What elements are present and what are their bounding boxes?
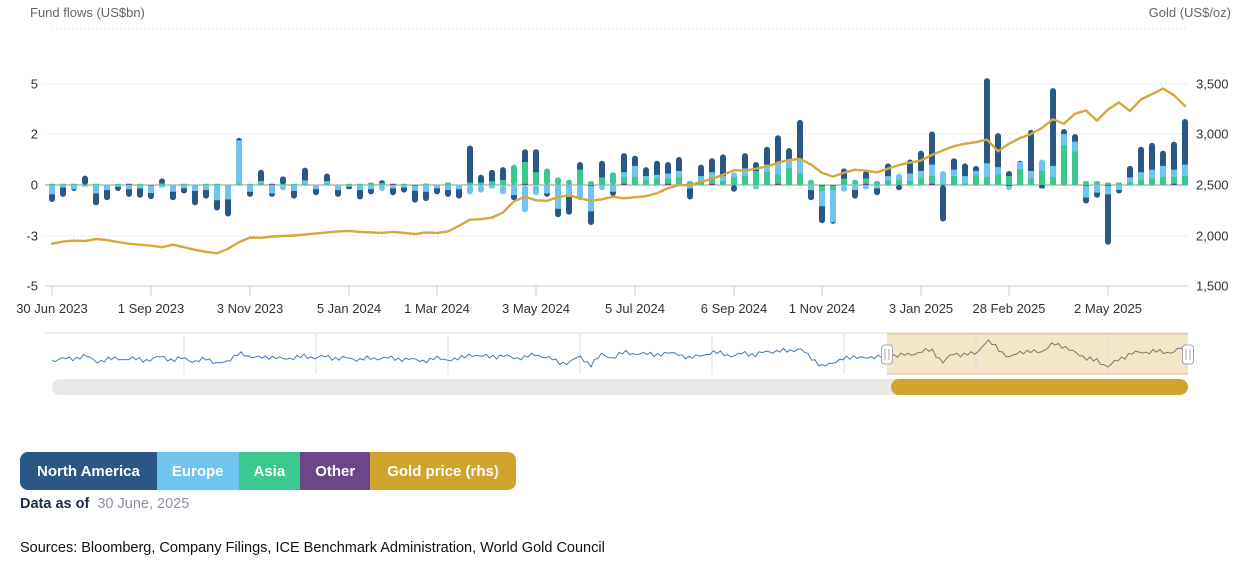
scrollbar-thumb[interactable] (891, 379, 1188, 395)
data-as-of-label: Data as of (20, 496, 89, 512)
svg-text:5 Jul 2024: 5 Jul 2024 (605, 301, 665, 316)
legend-button-europe[interactable]: Europe (157, 452, 239, 490)
left-axis-labels: 5 2 0 -3 -5 (26, 77, 38, 294)
navigator-handle-left[interactable] (881, 345, 892, 364)
data-as-of: Data as of 30 June, 2025 (20, 496, 189, 512)
navigator-sparkline (52, 348, 885, 367)
navigator[interactable] (45, 333, 1194, 374)
legend-button-asia[interactable]: Asia (239, 452, 301, 490)
svg-text:3 Nov 2023: 3 Nov 2023 (217, 301, 284, 316)
navigator-selection[interactable] (887, 334, 1188, 374)
fund-flows-gold-chart: Fund flows (US$bn) Gold (US$/oz) 520-3-5… (0, 0, 1253, 569)
legend-button-gold-price-rhs[interactable]: Gold price (rhs) (370, 452, 516, 490)
svg-text:-3: -3 (26, 229, 38, 244)
x-axis-labels: 30 Jun 2023 1 Sep 2023 3 Nov 2023 5 Jan 202… (16, 286, 1142, 316)
svg-text:2 May 2025: 2 May 2025 (1074, 301, 1142, 316)
data-as-of-date: 30 June, 2025 (97, 496, 189, 512)
navigator-handle-right[interactable] (1183, 345, 1194, 364)
svg-text:1,500: 1,500 (1196, 279, 1229, 294)
svg-text:6 Sep 2024: 6 Sep 2024 (701, 301, 768, 316)
svg-text:0: 0 (31, 178, 38, 193)
right-axis-labels: 3,500 3,000 2,500 2,000 1,500 (1196, 77, 1229, 294)
svg-text:5 Jan 2024: 5 Jan 2024 (317, 301, 381, 316)
svg-text:3 May 2024: 3 May 2024 (502, 301, 570, 316)
svg-text:2,500: 2,500 (1196, 178, 1229, 193)
svg-text:2: 2 (31, 127, 38, 142)
legend-button-other[interactable]: Other (300, 452, 370, 490)
flow-bars[interactable] (49, 78, 1188, 245)
gold-price-line[interactable] (52, 89, 1185, 254)
svg-text:28 Feb 2025: 28 Feb 2025 (972, 301, 1045, 316)
svg-text:30 Jun 2023: 30 Jun 2023 (16, 301, 88, 316)
svg-text:3 Jan 2025: 3 Jan 2025 (889, 301, 953, 316)
svg-text:3,000: 3,000 (1196, 127, 1229, 142)
svg-text:1 Nov 2024: 1 Nov 2024 (789, 301, 856, 316)
svg-text:2,000: 2,000 (1196, 229, 1229, 244)
legend-button-north-america[interactable]: North America (20, 452, 157, 490)
legend: North AmericaEuropeAsiaOtherGold price (… (20, 452, 516, 490)
svg-text:5: 5 (31, 77, 38, 92)
svg-text:1 Mar 2024: 1 Mar 2024 (404, 301, 470, 316)
svg-text:1 Sep 2023: 1 Sep 2023 (118, 301, 185, 316)
main-chart[interactable]: 5 2 0 -3 -5 3,500 3,000 2,500 2,000 1,500 30 Jun 2… (0, 0, 1253, 400)
sources-line: Sources: Bloomberg, Company Filings, ICE… (20, 540, 605, 556)
svg-text:3,500: 3,500 (1196, 77, 1229, 92)
svg-text:-5: -5 (26, 279, 38, 294)
